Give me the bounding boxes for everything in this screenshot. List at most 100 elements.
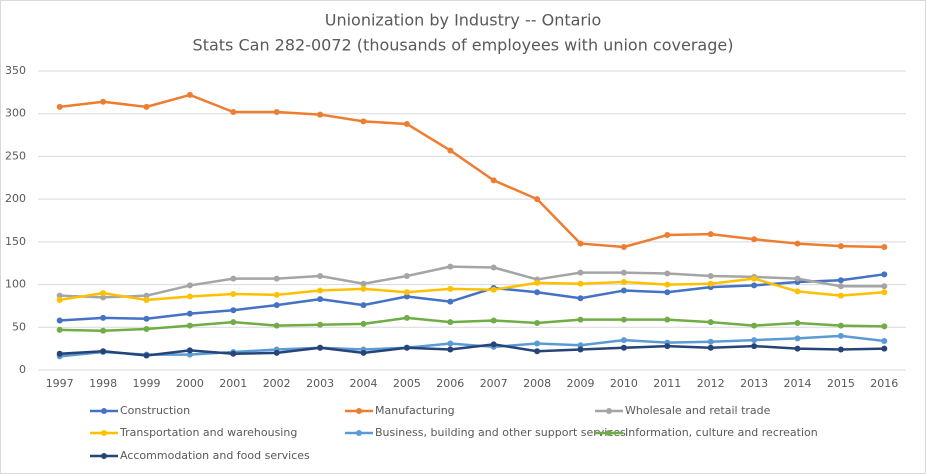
series-line: [59, 343, 885, 357]
data-point: [664, 232, 671, 239]
legend-label: Transportation and warehousing: [119, 426, 297, 439]
y-tick-label: 350: [5, 64, 26, 77]
data-point: [837, 346, 844, 353]
x-tick-label: 2011: [653, 377, 681, 390]
data-point: [664, 289, 671, 296]
x-tick-label: 1997: [46, 377, 74, 390]
data-point: [360, 320, 367, 327]
x-tick-label: 1999: [133, 377, 161, 390]
series-line: [59, 277, 885, 302]
data-point: [317, 321, 324, 328]
data-point: [577, 342, 584, 349]
data-point: [143, 296, 150, 303]
data-point: [403, 293, 410, 300]
data-point: [447, 346, 454, 353]
legend-marker: [606, 430, 612, 436]
data-point: [534, 279, 541, 286]
data-point: [100, 314, 107, 321]
x-tick-label: 2002: [263, 377, 291, 390]
data-point: [707, 280, 714, 287]
data-point: [56, 317, 63, 324]
data-point: [273, 291, 280, 298]
data-point: [186, 91, 193, 98]
data-point: [317, 287, 324, 294]
legend-marker: [101, 430, 107, 436]
data-point: [490, 177, 497, 184]
x-tick-label: 2004: [350, 377, 378, 390]
data-point: [143, 325, 150, 332]
x-tick-label: 2003: [306, 377, 334, 390]
series-line: [59, 334, 885, 358]
data-point: [620, 287, 627, 294]
data-point: [577, 269, 584, 276]
data-point: [230, 290, 237, 297]
legend-marker: [101, 453, 107, 459]
data-point: [620, 269, 627, 276]
data-point: [837, 322, 844, 329]
x-tick-label: 2014: [784, 377, 812, 390]
x-tick-label: 2007: [480, 377, 508, 390]
data-point: [751, 322, 758, 329]
data-point: [664, 343, 671, 350]
data-point: [794, 345, 801, 352]
data-point: [186, 351, 193, 358]
y-tick-label: 250: [5, 149, 26, 162]
data-point: [447, 319, 454, 326]
legend-label: Wholesale and retail trade: [625, 404, 771, 417]
data-point: [837, 292, 844, 299]
chart-subtitle: Stats Can 282-0072 (thousands of employe…: [193, 36, 734, 55]
data-point: [360, 280, 367, 287]
y-tick-label: 0: [19, 363, 26, 376]
x-tick-label: 2016: [870, 377, 898, 390]
data-point: [186, 322, 193, 329]
data-point: [447, 298, 454, 305]
data-point: [664, 281, 671, 288]
x-tick-label: 2010: [610, 377, 638, 390]
data-point: [360, 302, 367, 309]
data-point: [230, 275, 237, 282]
data-point: [186, 310, 193, 317]
data-point: [403, 314, 410, 321]
data-point: [186, 347, 193, 354]
data-point: [751, 282, 758, 289]
data-point: [56, 292, 63, 299]
data-point: [664, 270, 671, 277]
data-point: [56, 103, 63, 110]
data-point: [707, 344, 714, 351]
data-point: [490, 317, 497, 324]
data-point: [534, 196, 541, 203]
data-point: [360, 285, 367, 292]
data-point: [273, 302, 280, 309]
x-tick-label: 2000: [176, 377, 204, 390]
data-point: [881, 323, 888, 330]
data-point: [230, 307, 237, 314]
data-point: [317, 111, 324, 118]
data-point: [230, 350, 237, 357]
data-point: [751, 337, 758, 344]
data-point: [794, 335, 801, 342]
data-point: [100, 98, 107, 105]
data-point: [577, 346, 584, 353]
data-point: [100, 290, 107, 297]
data-point: [447, 340, 454, 347]
legend-label: Accommodation and food services: [120, 449, 310, 462]
chart-title: Unionization by Industry -- Ontario: [325, 11, 601, 30]
data-point: [707, 273, 714, 280]
data-point: [794, 288, 801, 295]
data-point: [143, 292, 150, 299]
y-tick-label: 300: [5, 107, 26, 120]
legend-label: Construction: [120, 404, 190, 417]
data-point: [794, 240, 801, 247]
legend-marker: [101, 408, 107, 414]
series-line: [59, 265, 885, 299]
data-point: [317, 296, 324, 303]
data-point: [794, 275, 801, 282]
data-point: [56, 326, 63, 333]
x-tick-label: 1998: [89, 377, 117, 390]
data-point: [620, 279, 627, 286]
x-tick-label: 2005: [393, 377, 421, 390]
x-tick-label: 2013: [740, 377, 768, 390]
data-point: [143, 103, 150, 110]
